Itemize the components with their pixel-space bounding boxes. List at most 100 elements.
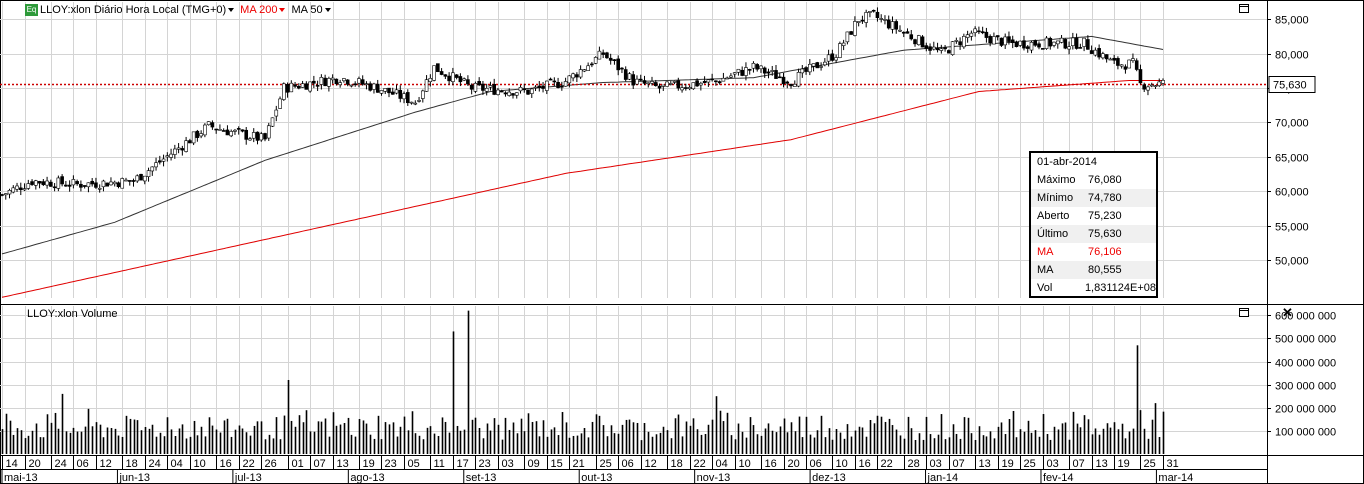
candle-body [736, 68, 741, 73]
candle-body [616, 58, 620, 71]
candle-body [680, 87, 684, 91]
candle-body [94, 182, 98, 188]
y-tick-label: 200 000 000 [1275, 404, 1336, 416]
ma200-line [1, 80, 1163, 298]
date-tick-label: 05 [408, 458, 420, 470]
candle-body [819, 66, 823, 68]
candle-body [229, 131, 233, 137]
date-tick-label: 03 [1047, 458, 1059, 470]
candle-body [334, 78, 339, 85]
candle-body [947, 50, 951, 54]
candle-body [473, 83, 478, 92]
candle-body [293, 84, 297, 87]
candle-body [507, 91, 512, 96]
candle-body [747, 69, 752, 71]
candle-body [184, 140, 188, 152]
date-tick-label: 07 [1073, 458, 1085, 470]
candle-body [1048, 38, 1053, 47]
candle-body [124, 179, 128, 182]
candle-body [1082, 37, 1086, 47]
candle-body [890, 21, 895, 30]
candle-body [345, 79, 350, 85]
candle-body [913, 39, 917, 45]
date-tick-label: 22 [694, 458, 706, 470]
candle-body [218, 129, 222, 131]
candle-body [1119, 64, 1124, 67]
candle-body [571, 73, 575, 79]
ma50-legend[interactable]: MA 50 [291, 4, 331, 16]
y-tick-label: 500 000 000 [1275, 334, 1336, 346]
candle-body [199, 133, 203, 137]
candle-body [492, 84, 497, 95]
y-tick-label: 600 000 000 [1275, 311, 1336, 323]
month-tick-label: fev-14 [1043, 472, 1074, 484]
month-tick-label: mai-13 [4, 472, 38, 484]
candle-body [605, 52, 609, 59]
date-tick-label: 06 [77, 458, 89, 470]
candle-body [0, 194, 4, 196]
date-tick-label: 18 [671, 458, 683, 470]
candle-body [105, 182, 110, 187]
candle-body [932, 46, 936, 50]
date-tick-label: 23 [479, 458, 491, 470]
candle-body [992, 36, 996, 45]
candle-body [868, 11, 872, 13]
candle-body [428, 78, 433, 83]
date-tick-label: 16 [859, 458, 871, 470]
candle-body [909, 34, 914, 40]
date-tick-label: 01 [292, 458, 304, 470]
date-tick-label: 12 [100, 458, 112, 470]
candle-body [792, 83, 797, 87]
date-tick-label: 25 [600, 458, 612, 470]
maximize-icon[interactable] [1239, 308, 1249, 317]
candle-body [725, 77, 729, 80]
candle-body [1086, 39, 1090, 50]
candle-body [1074, 37, 1079, 49]
maximize-icon[interactable] [1239, 4, 1249, 13]
info-label: Aberto [1037, 210, 1070, 222]
candle-body [905, 31, 910, 34]
candle-body [466, 79, 470, 85]
y-tick-label: 100 000 000 [1275, 427, 1336, 439]
candle-body [327, 78, 331, 87]
candle-body [977, 30, 981, 33]
candle-body [402, 93, 406, 100]
info-value: 75,230 [1088, 210, 1122, 222]
candle-body [871, 9, 876, 12]
info-label: Vol [1037, 282, 1053, 294]
date-tick-label: 14 [6, 458, 18, 470]
y-tick-label: 85,000 [1275, 15, 1309, 27]
candle-body [954, 40, 959, 42]
candle-body [653, 82, 658, 87]
candle-body [64, 184, 68, 187]
last-price-box [1268, 76, 1316, 93]
month-tick-label: set-13 [466, 472, 497, 484]
candle-body [255, 131, 260, 141]
candle-body [240, 129, 245, 132]
chart-title[interactable]: LLOY:xlon Diário Hora Local (TMG+0) [40, 4, 235, 16]
candle-body [188, 140, 192, 144]
candle-body [1022, 40, 1026, 49]
chart-header: LLOY:xlon Diário Hora Local (TMG+0) MA 2… [24, 3, 331, 17]
candle-body [529, 88, 534, 94]
candle-body [1149, 84, 1154, 87]
close-icon[interactable]: ✕ [1282, 305, 1293, 320]
date-tick-label: 11 [434, 458, 445, 470]
candle-body [548, 78, 553, 81]
candle-body [139, 173, 143, 181]
candle-body [593, 57, 598, 64]
candle-body [526, 89, 530, 95]
candle-body [612, 59, 617, 61]
candle-body [511, 93, 515, 96]
candle-body [398, 89, 403, 99]
candle-body [808, 63, 812, 73]
candle-body [804, 67, 808, 72]
candle-body [657, 85, 662, 89]
candle-body [180, 148, 185, 151]
chevron-down-icon [279, 8, 286, 13]
candle-body [762, 67, 767, 74]
ma200-legend[interactable]: MA 200 [240, 4, 286, 16]
month-tick-label: dez-13 [812, 472, 846, 484]
candle-body [552, 80, 557, 83]
candle-body [274, 109, 279, 117]
